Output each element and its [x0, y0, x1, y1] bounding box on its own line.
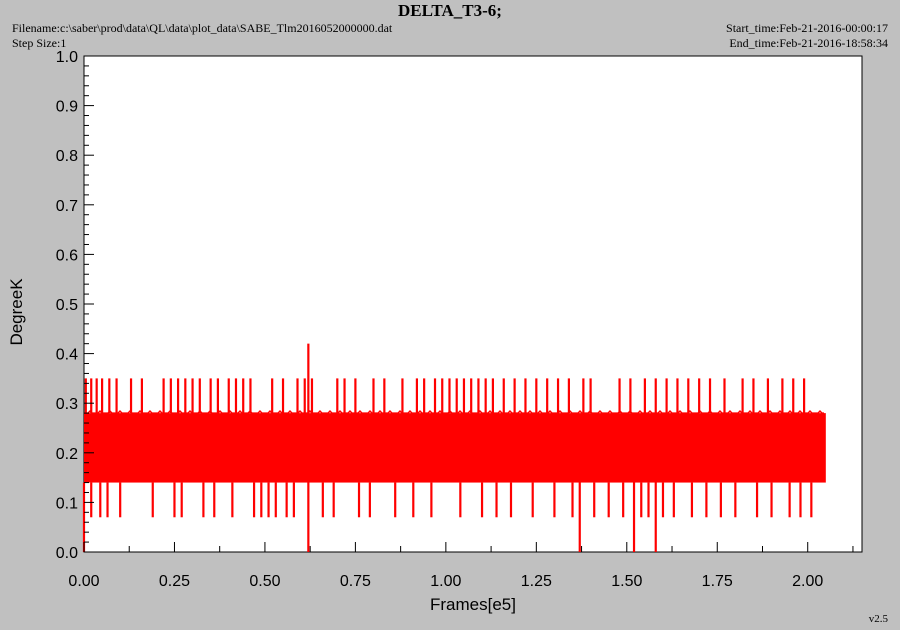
y-tick-label: 0.2 [56, 446, 78, 463]
end-time-label: End_time:Feb-21-2016-18:58:34 [729, 36, 888, 50]
start-time-label: Start_time:Feb-21-2016-00:00:17 [726, 21, 888, 35]
y-tick-label: 0.8 [56, 148, 78, 165]
y-tick-label: 0.3 [56, 396, 78, 413]
x-tick-label: 0.50 [249, 573, 280, 590]
y-tick-label: 0.1 [56, 495, 78, 512]
x-tick-label: 1.25 [521, 573, 552, 590]
x-tick-label: 1.00 [430, 573, 461, 590]
x-axis-label: Frames[e5] [430, 595, 516, 614]
y-tick-label: 0.5 [56, 297, 78, 314]
x-tick-label: 0.25 [159, 573, 190, 590]
x-tick-label: 1.50 [611, 573, 642, 590]
version-label: v2.5 [868, 613, 888, 625]
axis-layer: 0.0 0.1 0.2 0.3 0.4 0.5 0.6 0.7 0.8 0.9 1.0 0.00 0.2… [56, 49, 854, 590]
y-tick-label: 0.7 [56, 198, 78, 215]
y-tick-label: 1.0 [56, 49, 78, 66]
y-tick-label: 0.4 [56, 347, 78, 364]
x-tick-label: 0.75 [340, 573, 371, 590]
chart-title: DELTA_T3-6; [398, 1, 502, 20]
x-tick-label: 0.00 [68, 573, 99, 590]
y-axis-label: DegreeK [7, 278, 26, 346]
x-tick-label: 2.00 [792, 573, 823, 590]
x-tick-label: 1.75 [702, 573, 733, 590]
series-layer [82, 343, 826, 552]
y-tick-label: 0.0 [56, 545, 78, 562]
filename-label: Filename:c:\saber\prod\data\QL\data\plot… [12, 21, 393, 35]
step-size-label: Step Size:1 [12, 36, 67, 50]
series-band [84, 413, 826, 483]
series-top-edge [84, 410, 824, 414]
y-tick-label: 0.9 [56, 99, 78, 116]
y-tick-label: 0.6 [56, 247, 78, 264]
